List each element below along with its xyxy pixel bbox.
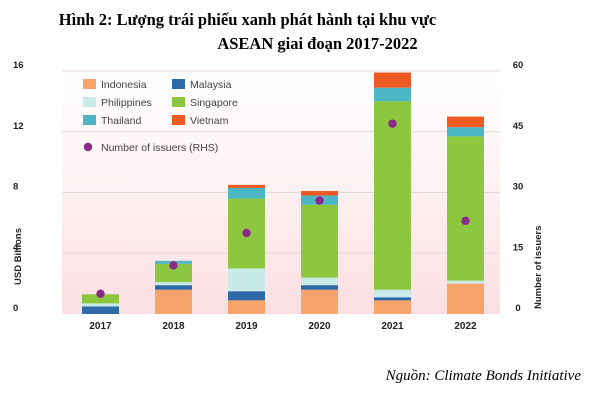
- issuer-point: [388, 119, 397, 128]
- bar-segment: [155, 282, 192, 286]
- x-tick-label: 2018: [162, 321, 185, 332]
- legend-label: Singapore: [190, 97, 238, 109]
- y2-axis-label: Number of issuers: [533, 226, 544, 309]
- bar-segment: [301, 285, 338, 290]
- bar-segment: [374, 300, 411, 314]
- y2-tick-label: 45: [513, 121, 524, 132]
- legend-swatch: [172, 97, 185, 107]
- bar-segment: [82, 303, 119, 307]
- bar-segment: [447, 116, 484, 128]
- issuer-point: [242, 228, 251, 238]
- y2-tick-label: 60: [513, 60, 524, 71]
- legend-issuer-dot: [83, 142, 93, 152]
- legend-swatch: [83, 97, 96, 107]
- bar-segment: [374, 101, 411, 290]
- y-tick-label: 12: [13, 121, 24, 132]
- y2-tick-label: 15: [513, 242, 524, 253]
- legend-swatch: [83, 115, 96, 125]
- legend-label: Number of issuers (RHS): [101, 142, 218, 154]
- issuer-point: [315, 196, 324, 205]
- bar-segment: [374, 289, 411, 298]
- figure-title-line2: ASEAN giai đoạn 2017-2022: [217, 34, 418, 53]
- bar-segment: [301, 204, 338, 278]
- y-tick-label: 0: [13, 303, 18, 314]
- legend-label: Vietnam: [190, 115, 229, 127]
- bar-segment: [228, 268, 265, 292]
- bar-segment: [301, 190, 338, 196]
- legend-swatch: [83, 79, 96, 89]
- legend-swatch: [172, 115, 185, 125]
- bar-segment: [155, 263, 192, 283]
- y-tick-label: 4: [13, 242, 19, 253]
- issuer-point: [461, 216, 470, 226]
- legend-label: Indonesia: [101, 79, 147, 91]
- legend-label: Thailand: [101, 115, 141, 127]
- figure-title-line1: Hình 2: Lượng trái phiếu xanh phát hành …: [58, 10, 437, 29]
- bar-segment: [82, 294, 119, 304]
- x-tick-label: 2021: [381, 321, 404, 332]
- bar-segment: [82, 306, 119, 314]
- bar-segment: [155, 289, 192, 314]
- x-tick-label: 2017: [89, 321, 112, 332]
- bar-segment: [301, 289, 338, 314]
- bar-segment: [301, 277, 338, 286]
- legend-label: Philippines: [101, 97, 152, 109]
- y2-tick-label: 0: [515, 303, 520, 314]
- x-tick-label: 2019: [235, 321, 258, 332]
- y-axis-label: USD Billions: [13, 228, 24, 285]
- issuer-point: [169, 261, 178, 270]
- issuer-point: [96, 289, 105, 298]
- bar-segment: [447, 280, 484, 284]
- bar-segment: [228, 184, 265, 188]
- y2-tick-label: 30: [513, 182, 524, 193]
- bar-segment: [374, 297, 411, 301]
- x-tick-label: 2020: [308, 321, 331, 332]
- bar-segment: [228, 187, 265, 199]
- bar-segment: [228, 300, 265, 314]
- bar-segment: [447, 127, 484, 137]
- bar-segment: [447, 136, 484, 281]
- bar-segment: [374, 72, 411, 88]
- x-tick-label: 2022: [454, 321, 477, 332]
- y-tick-label: 16: [13, 60, 24, 71]
- bar-segment: [228, 291, 265, 301]
- bar-segment: [447, 283, 484, 314]
- bar-segment: [374, 87, 411, 102]
- legend-label: Malaysia: [190, 79, 232, 91]
- source-note: Nguồn: Climate Bonds Initiative: [385, 368, 581, 384]
- y-tick-label: 8: [13, 182, 18, 193]
- bar-segment: [155, 285, 192, 290]
- legend-swatch: [172, 79, 185, 89]
